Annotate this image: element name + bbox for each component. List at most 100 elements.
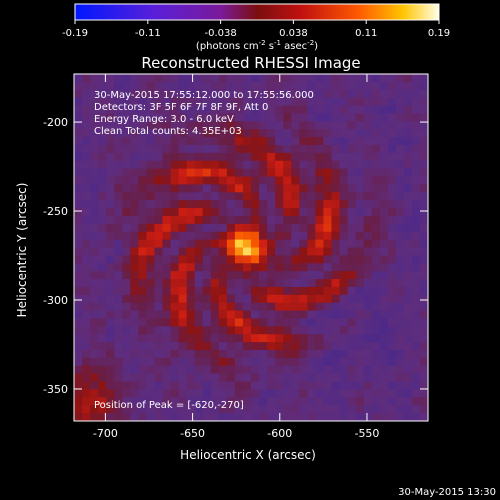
image-pixel xyxy=(259,342,268,351)
image-pixel xyxy=(275,129,284,138)
image-pixel xyxy=(186,89,196,99)
image-pixel xyxy=(275,279,284,288)
image-pixel xyxy=(339,152,349,162)
image-pixel xyxy=(299,160,308,170)
image-pixel xyxy=(122,113,131,122)
image-pixel xyxy=(259,184,268,193)
image-pixel xyxy=(315,334,325,343)
image-pixel xyxy=(411,223,421,233)
image-pixel xyxy=(291,263,300,272)
image-pixel xyxy=(138,144,148,154)
image-pixel xyxy=(283,223,292,233)
image-pixel xyxy=(331,413,341,421)
image-pixel xyxy=(315,215,325,225)
image-pixel xyxy=(114,381,123,391)
image-pixel xyxy=(114,405,123,414)
image-pixel xyxy=(323,357,333,367)
image-pixel xyxy=(210,208,220,217)
image-pixel xyxy=(122,286,131,296)
image-pixel xyxy=(259,294,268,304)
image-pixel xyxy=(363,373,373,383)
image-pixel xyxy=(251,373,260,383)
image-pixel xyxy=(411,381,421,391)
image-pixel xyxy=(371,152,381,162)
image-pixel xyxy=(379,239,389,249)
image-pixel xyxy=(122,318,131,327)
image-pixel xyxy=(154,129,164,138)
image-pixel xyxy=(395,113,405,122)
image-pixel xyxy=(339,137,349,146)
image-pixel xyxy=(267,152,276,162)
image-pixel xyxy=(122,247,131,256)
image-pixel xyxy=(210,97,220,107)
image-pixel xyxy=(315,168,325,178)
image-pixel xyxy=(379,113,389,122)
image-pixel xyxy=(251,381,260,391)
image-pixel xyxy=(178,160,188,170)
image-pixel xyxy=(267,381,276,391)
image-pixel xyxy=(186,342,196,351)
image-pixel xyxy=(267,255,276,264)
image-pixel xyxy=(106,255,115,264)
image-pixel xyxy=(403,263,413,272)
image-pixel xyxy=(403,152,413,162)
image-pixel xyxy=(315,105,325,115)
image-pixel xyxy=(291,271,300,280)
image-pixel xyxy=(154,365,164,375)
image-pixel xyxy=(315,318,325,327)
image-pixel xyxy=(90,223,99,233)
image-pixel xyxy=(267,326,276,335)
image-pixel xyxy=(122,168,131,178)
image-pixel xyxy=(283,160,292,170)
image-pixel xyxy=(315,255,325,264)
image-pixel xyxy=(90,326,99,335)
image-pixel xyxy=(122,231,131,241)
image-pixel xyxy=(234,176,244,186)
image-pixel xyxy=(114,389,123,398)
image-pixel xyxy=(170,334,180,343)
image-pixel xyxy=(202,342,212,351)
image-pixel xyxy=(82,152,91,162)
image-pixel xyxy=(90,247,99,256)
image-pixel xyxy=(242,200,252,209)
image-pixel xyxy=(194,208,204,217)
image-pixel xyxy=(114,89,123,99)
image-pixel xyxy=(411,342,421,351)
image-pixel xyxy=(419,279,428,288)
image-pixel xyxy=(315,239,325,249)
image-pixel xyxy=(363,231,373,241)
image-pixel xyxy=(162,89,172,99)
image-pixel xyxy=(130,223,139,233)
image-pixel xyxy=(146,223,156,233)
image-pixel xyxy=(411,239,421,249)
image-pixel xyxy=(307,231,316,241)
image-pixel xyxy=(347,342,357,351)
image-pixel xyxy=(291,318,300,327)
image-pixel xyxy=(162,263,172,272)
image-pixel xyxy=(387,318,397,327)
image-pixel xyxy=(267,350,276,359)
image-pixel xyxy=(234,113,244,122)
image-pixel xyxy=(315,223,325,233)
image-pixel xyxy=(98,137,107,146)
image-pixel xyxy=(90,263,99,272)
image-pixel xyxy=(291,279,300,288)
image-pixel xyxy=(315,357,325,367)
image-pixel xyxy=(403,137,413,146)
image-pixel xyxy=(403,279,413,288)
image-pixel xyxy=(186,81,196,91)
image-pixel xyxy=(138,97,148,107)
image-pixel xyxy=(395,129,405,138)
image-pixel xyxy=(267,310,276,320)
image-pixel xyxy=(355,97,365,107)
image-pixel xyxy=(363,81,373,91)
image-pixel xyxy=(186,105,196,115)
image-pixel xyxy=(331,152,341,162)
image-pixel xyxy=(395,342,405,351)
image-pixel xyxy=(419,168,428,178)
image-pixel xyxy=(90,97,99,107)
image-pixel xyxy=(242,365,252,375)
image-pixel xyxy=(411,389,421,398)
image-pixel xyxy=(146,208,156,217)
image-pixel xyxy=(307,318,316,327)
